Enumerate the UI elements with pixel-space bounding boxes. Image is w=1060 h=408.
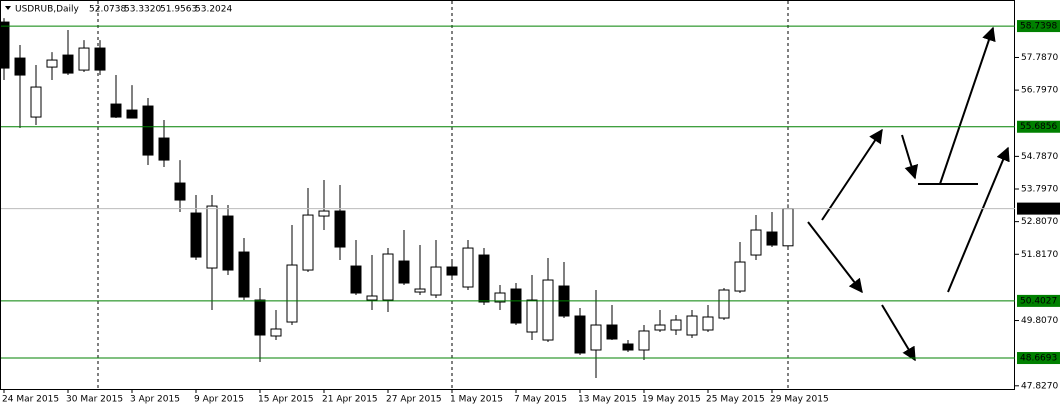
arrow	[939, 26, 996, 185]
candle-body	[494, 292, 506, 303]
candle-body	[702, 316, 714, 331]
candle-body	[78, 47, 90, 71]
candle-body	[366, 295, 378, 301]
candle-body	[782, 208, 794, 247]
ohlc-high: 53.3320	[124, 5, 161, 15]
candle-body	[510, 288, 522, 324]
candle-body	[0, 21, 10, 69]
candle-body	[718, 289, 730, 319]
candle-body	[638, 330, 650, 351]
candle-body	[334, 210, 346, 248]
candle-body	[286, 264, 298, 323]
y-tick-label: 56.7970	[1021, 86, 1058, 96]
candle-body	[46, 59, 58, 68]
candle-body	[222, 215, 234, 271]
ohlc-open: 52.0738	[89, 5, 126, 15]
x-tick-label: 19 May 2015	[642, 395, 701, 405]
candle-body	[14, 57, 26, 76]
level-label-bg	[1017, 120, 1060, 133]
level-label-bg	[1017, 352, 1060, 365]
candle-body	[606, 324, 618, 340]
candle-body	[206, 205, 218, 269]
x-tick-label: 1 May 2015	[450, 395, 503, 405]
candle-body	[398, 260, 410, 284]
candle-body	[350, 265, 362, 294]
x-tick-label: 3 Apr 2015	[130, 395, 180, 405]
price-label-bg	[1017, 202, 1060, 215]
candle-body	[110, 103, 122, 118]
period-separators	[97, 1, 789, 389]
candle-body	[382, 253, 394, 301]
plot-frame	[0, 0, 1015, 390]
x-tick-label: 29 May 2015	[770, 395, 829, 405]
candle-body	[446, 266, 458, 276]
x-tick-label: 27 Apr 2015	[386, 395, 442, 405]
candle-body	[478, 254, 490, 303]
y-tick-label: 54.7870	[1021, 152, 1058, 162]
y-tick-label: 49.8070	[1021, 316, 1058, 326]
candle-body	[654, 324, 666, 331]
y-tick-label: 53.7970	[1021, 185, 1058, 195]
menu-triangle	[5, 6, 11, 10]
x-tick-label: 7 May 2015	[514, 395, 567, 405]
arrow	[947, 146, 1010, 293]
candle-body	[430, 266, 442, 296]
y-tick-label: 47.8270	[1021, 381, 1058, 391]
arrow	[881, 304, 916, 362]
level-label: 55.6856	[1020, 122, 1057, 132]
candle-body	[126, 109, 138, 119]
level-label-bg	[1017, 20, 1060, 33]
candle-body	[270, 328, 282, 337]
y-tick-label: 57.7870	[1021, 53, 1058, 63]
x-tick-label: 30 Mar 2015	[66, 395, 123, 405]
candle-body	[734, 261, 746, 292]
arrow	[821, 128, 883, 221]
price-label: 53.2024	[1020, 204, 1057, 214]
candle-body	[574, 315, 586, 354]
x-tick-label: 24 Mar 2015	[2, 395, 59, 405]
candle-body	[318, 210, 330, 217]
candle-body	[526, 299, 538, 333]
candle-body	[30, 86, 42, 118]
candle-body	[590, 324, 602, 351]
candle-body	[158, 137, 170, 161]
candle-body	[686, 315, 698, 336]
y-tick-label: 52.8070	[1021, 217, 1058, 227]
candle-body	[750, 229, 762, 256]
forecast-arrows	[807, 26, 1010, 362]
candle-body	[62, 54, 74, 74]
candle-body	[254, 299, 266, 336]
x-tick-label: 9 Apr 2015	[194, 395, 244, 405]
x-tick-label: 25 May 2015	[706, 395, 765, 405]
candle-body	[142, 105, 154, 156]
level-label: 48.6693	[1020, 354, 1057, 364]
candle-body	[94, 47, 106, 71]
candle-body	[542, 279, 554, 341]
candle-body	[190, 212, 202, 258]
chart-title: USDRUB,Daily	[15, 5, 80, 15]
candle-body	[622, 343, 634, 351]
x-tick-label: 21 Apr 2015	[322, 395, 378, 405]
candle-body	[766, 231, 778, 246]
ohlc-low: 51.9563	[160, 5, 197, 15]
candle-body	[302, 214, 314, 271]
candle-body	[238, 251, 250, 298]
arrow	[901, 134, 919, 180]
arrow	[807, 221, 863, 294]
ohlc-close: 53.2024	[195, 5, 232, 15]
candle-body	[174, 182, 186, 201]
candle-body	[670, 319, 682, 331]
candle-body	[414, 288, 426, 293]
x-tick-label: 15 Apr 2015	[258, 395, 314, 405]
level-label: 58.7398	[1020, 22, 1057, 32]
level-label: 50.4027	[1020, 296, 1057, 306]
x-tick-label: 13 May 2015	[578, 395, 637, 405]
candle-body	[462, 247, 474, 288]
level-label-bg	[1017, 294, 1060, 307]
y-tick-label: 51.8170	[1021, 250, 1058, 260]
